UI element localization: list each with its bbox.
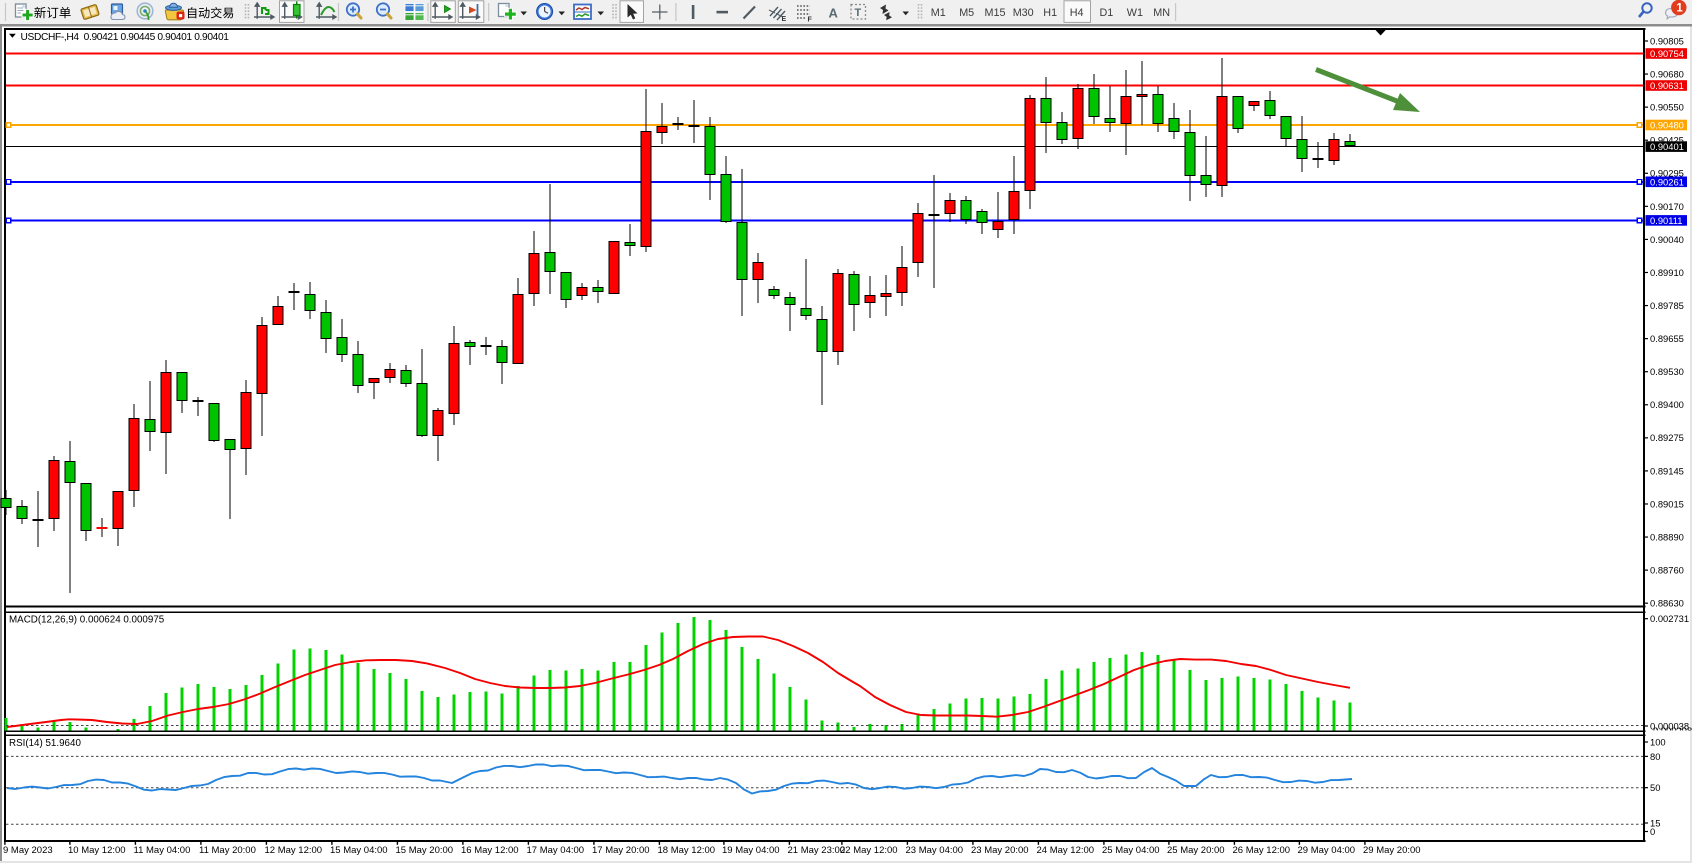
- svg-text:80: 80: [1650, 751, 1660, 762]
- svg-text:17 May 20:00: 17 May 20:00: [592, 845, 650, 856]
- svg-text:0.90295: 0.90295: [1650, 168, 1684, 179]
- svg-text:D1: D1: [1100, 7, 1114, 19]
- svg-text:H4: H4: [1070, 7, 1084, 19]
- svg-text:100: 100: [1650, 736, 1666, 747]
- svg-text:9 May 2023: 9 May 2023: [3, 845, 53, 856]
- svg-text:0.90111: 0.90111: [1650, 215, 1683, 226]
- svg-text:15 May 20:00: 15 May 20:00: [396, 845, 454, 856]
- svg-text:USDCHF-,H4 0.90421 0.90445 0.: USDCHF-,H4 0.90421 0.90445 0.90401 0.904…: [21, 32, 230, 43]
- svg-text:0.90401: 0.90401: [1650, 141, 1684, 152]
- svg-text:0: 0: [1650, 826, 1655, 837]
- svg-text:0.88760: 0.88760: [1650, 565, 1684, 576]
- svg-text:0.89400: 0.89400: [1650, 399, 1684, 410]
- svg-text:M15: M15: [985, 7, 1006, 19]
- svg-text:0.89910: 0.89910: [1650, 267, 1684, 278]
- svg-text:W1: W1: [1127, 7, 1143, 19]
- svg-text:25 May 04:00: 25 May 04:00: [1102, 845, 1160, 856]
- svg-text:15: 15: [1650, 817, 1660, 828]
- svg-text:0.90754: 0.90754: [1650, 48, 1684, 59]
- svg-text:0.90680: 0.90680: [1650, 68, 1684, 79]
- svg-text:25 May 20:00: 25 May 20:00: [1167, 845, 1225, 856]
- svg-text:50: 50: [1650, 782, 1660, 793]
- svg-text:12 May 12:00: 12 May 12:00: [265, 845, 323, 856]
- svg-text:0.89530: 0.89530: [1650, 366, 1684, 377]
- svg-text:15 May 04:00: 15 May 04:00: [330, 845, 388, 856]
- svg-text:RSI(14) 51.9640: RSI(14) 51.9640: [9, 738, 81, 749]
- svg-text:0.89145: 0.89145: [1650, 465, 1684, 476]
- svg-text:M30: M30: [1013, 7, 1034, 19]
- svg-text:0.000038: 0.000038: [1650, 720, 1689, 731]
- svg-text:0.002731: 0.002731: [1650, 613, 1689, 624]
- svg-text:M1: M1: [931, 7, 946, 19]
- svg-text:23 May 20:00: 23 May 20:00: [971, 845, 1029, 856]
- svg-text:16 May 12:00: 16 May 12:00: [461, 845, 519, 856]
- svg-text:24 May 12:00: 24 May 12:00: [1037, 845, 1095, 856]
- svg-text:0.90480: 0.90480: [1650, 120, 1684, 131]
- svg-text:1: 1: [1676, 3, 1683, 15]
- svg-text:18 May 12:00: 18 May 12:00: [658, 845, 716, 856]
- svg-text:0.90550: 0.90550: [1650, 102, 1684, 113]
- svg-text:29 May 04:00: 29 May 04:00: [1298, 845, 1356, 856]
- svg-text:M5: M5: [959, 7, 974, 19]
- svg-text:11 May 20:00: 11 May 20:00: [199, 845, 256, 856]
- svg-text:0.89015: 0.89015: [1650, 498, 1684, 509]
- svg-text:F: F: [808, 17, 813, 24]
- svg-text:H1: H1: [1043, 7, 1057, 19]
- svg-text:0.89655: 0.89655: [1650, 333, 1684, 344]
- svg-text:0.90170: 0.90170: [1650, 201, 1684, 212]
- svg-text:MACD(12,26,9) 0.000624 0.00097: MACD(12,26,9) 0.000624 0.000975: [9, 615, 165, 626]
- svg-text:17 May 04:00: 17 May 04:00: [527, 845, 585, 856]
- svg-text:22 May 12:00: 22 May 12:00: [840, 845, 898, 856]
- svg-text:26 May 12:00: 26 May 12:00: [1233, 845, 1291, 856]
- svg-text:0.90425: 0.90425: [1650, 135, 1684, 146]
- svg-text:0.88890: 0.88890: [1650, 531, 1684, 542]
- svg-text:A: A: [829, 6, 839, 21]
- svg-text:-0.000298: -0.000298: [1650, 725, 1692, 736]
- svg-text:0.89785: 0.89785: [1650, 300, 1684, 311]
- svg-text:10 May 12:00: 10 May 12:00: [68, 845, 126, 856]
- svg-text:MN: MN: [1153, 7, 1170, 19]
- svg-text:T: T: [855, 7, 862, 19]
- svg-text:E: E: [782, 16, 787, 23]
- svg-text:0.89275: 0.89275: [1650, 432, 1684, 443]
- svg-text:0.90805: 0.90805: [1650, 35, 1684, 46]
- svg-text:0.90631: 0.90631: [1650, 80, 1684, 91]
- svg-text:21 May 23:00: 21 May 23:00: [788, 845, 846, 856]
- svg-text:23 May 04:00: 23 May 04:00: [906, 845, 964, 856]
- svg-text:0.90261: 0.90261: [1650, 176, 1684, 187]
- svg-text:0.90040: 0.90040: [1650, 234, 1684, 245]
- svg-text:11 May 04:00: 11 May 04:00: [134, 845, 191, 856]
- svg-text:19 May 04:00: 19 May 04:00: [722, 845, 780, 856]
- svg-text:0.88630: 0.88630: [1650, 598, 1684, 609]
- svg-text:29 May 20:00: 29 May 20:00: [1363, 845, 1421, 856]
